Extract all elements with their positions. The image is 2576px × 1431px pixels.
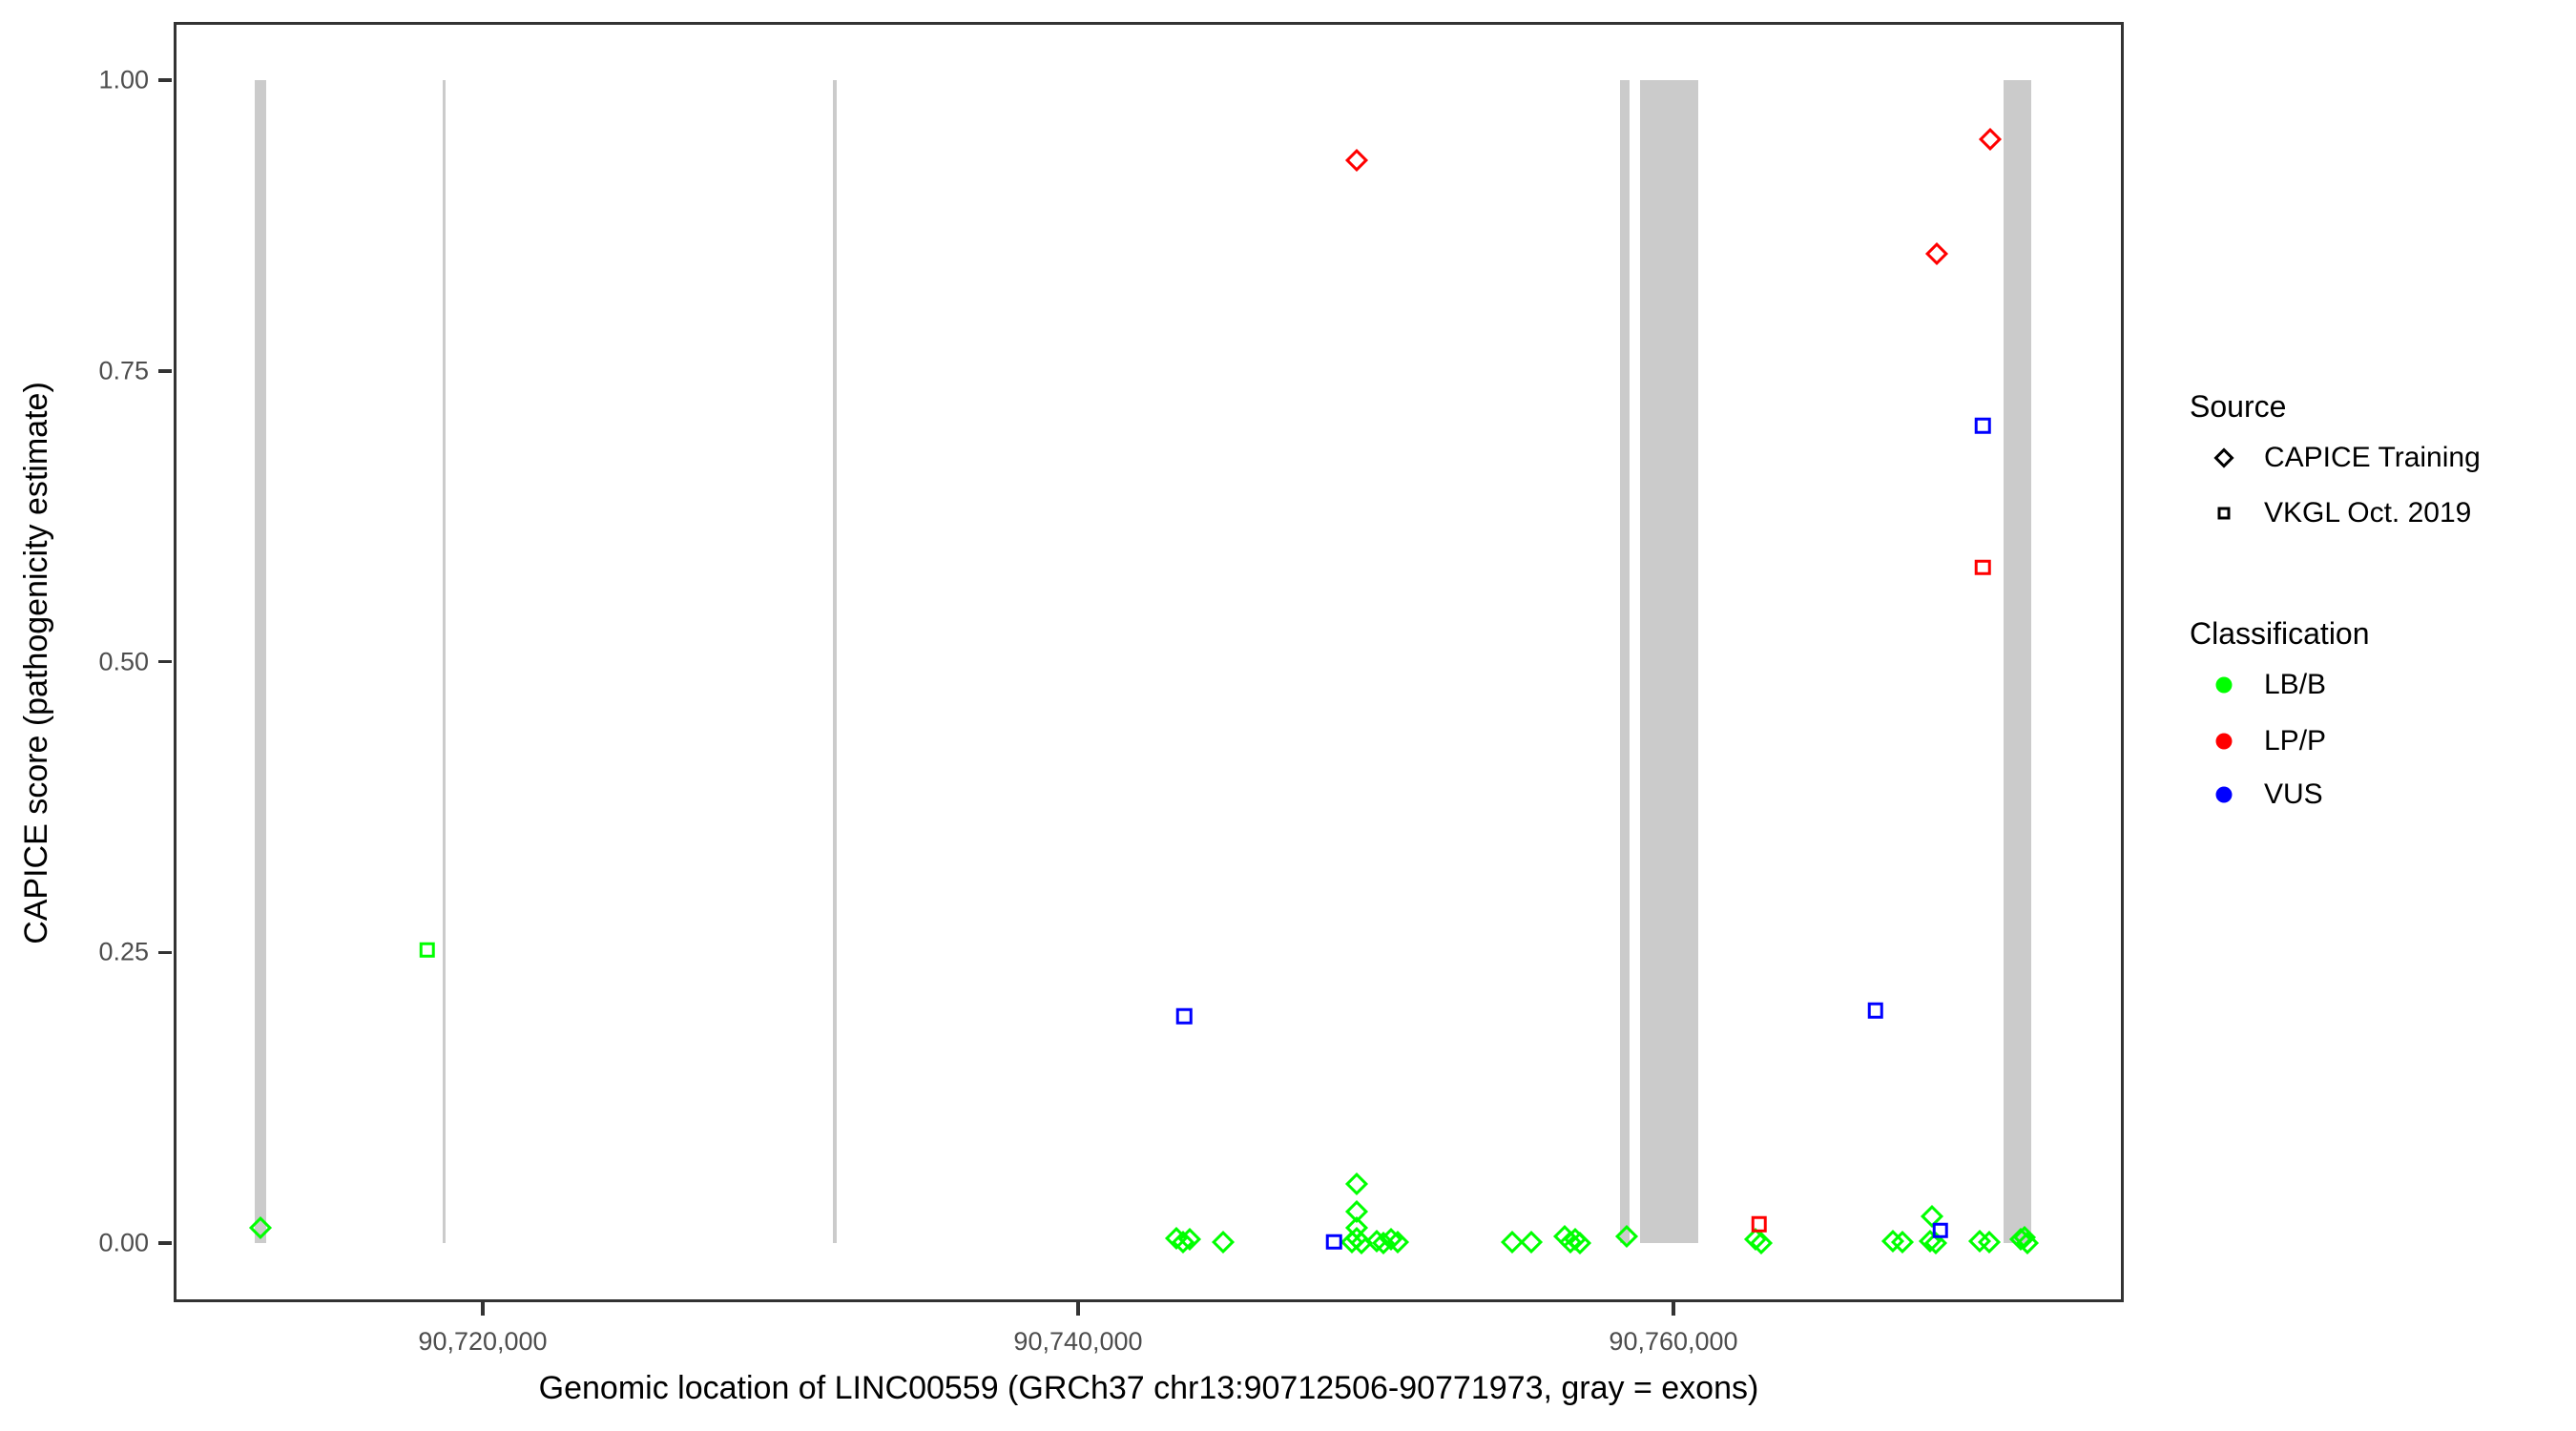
y-tick-mark (158, 659, 172, 664)
legend-classification-item: LP/P (2190, 722, 2571, 760)
square-legend-icon (2217, 507, 2231, 520)
y-tick-mark (158, 950, 172, 954)
x-axis-title: Genomic location of LINC00559 (GRCh37 ch… (538, 1370, 1759, 1406)
diamond-legend-icon (2213, 447, 2234, 468)
legend-item-label: LP/P (2264, 725, 2327, 757)
x-tick-mark (1076, 1302, 1080, 1316)
legend-classification-item: LB/B (2190, 666, 2571, 704)
legend-classification-title: Classification (2190, 616, 2370, 651)
data-point-marker (1867, 1002, 1884, 1019)
y-tick-mark (158, 369, 172, 373)
dot-legend-icon (2215, 733, 2233, 750)
data-point-marker (1175, 1008, 1193, 1025)
y-tick-label: 0.25 (98, 937, 149, 966)
y-tick-label: 0.00 (98, 1228, 149, 1257)
exon-bar (2004, 80, 2031, 1243)
data-point-marker (419, 942, 436, 959)
exon-bar (1619, 80, 1630, 1243)
legend-item-label: VUS (2264, 778, 2323, 810)
legend-item-label: CAPICE Training (2264, 442, 2481, 473)
exon-bar (1639, 80, 1698, 1243)
x-tick-mark (1672, 1302, 1675, 1316)
y-tick-mark (158, 1241, 172, 1245)
legend-source-item: CAPICE Training (2190, 439, 2571, 477)
legend-item-label: LB/B (2264, 669, 2327, 700)
exon-bar (255, 80, 266, 1243)
x-tick-label: 90,740,000 (1013, 1327, 1143, 1356)
x-tick-label: 90,760,000 (1609, 1327, 1738, 1356)
data-point-marker (1974, 559, 1991, 575)
x-tick-mark (481, 1302, 485, 1316)
plot-panel (174, 22, 2124, 1302)
legend-classification-item: VUS (2190, 776, 2571, 814)
legend-source-title: Source (2190, 389, 2287, 424)
y-tick-label: 1.00 (98, 65, 149, 94)
legend-source-item: VKGL Oct. 2019 (2190, 494, 2571, 532)
legend-item-label: VKGL Oct. 2019 (2264, 497, 2472, 529)
data-point-marker (1932, 1222, 1949, 1238)
y-axis-title: CAPICE score (pathogenicity estimate) (18, 382, 54, 944)
y-tick-mark (158, 78, 172, 82)
dot-legend-icon (2215, 676, 2233, 694)
legend: Source CAPICE Training VKGL Oct. 2019 Cla… (2190, 389, 2571, 838)
dot-legend-icon (2215, 786, 2233, 803)
data-point-marker (1974, 417, 1991, 434)
y-tick-label: 0.50 (98, 647, 149, 675)
exon-bar (833, 80, 837, 1243)
data-point-marker (1325, 1234, 1342, 1251)
y-tick-label: 0.75 (98, 356, 149, 385)
exon-bar (443, 80, 446, 1243)
x-tick-label: 90,720,000 (418, 1327, 548, 1356)
data-point-marker (1751, 1216, 1767, 1233)
